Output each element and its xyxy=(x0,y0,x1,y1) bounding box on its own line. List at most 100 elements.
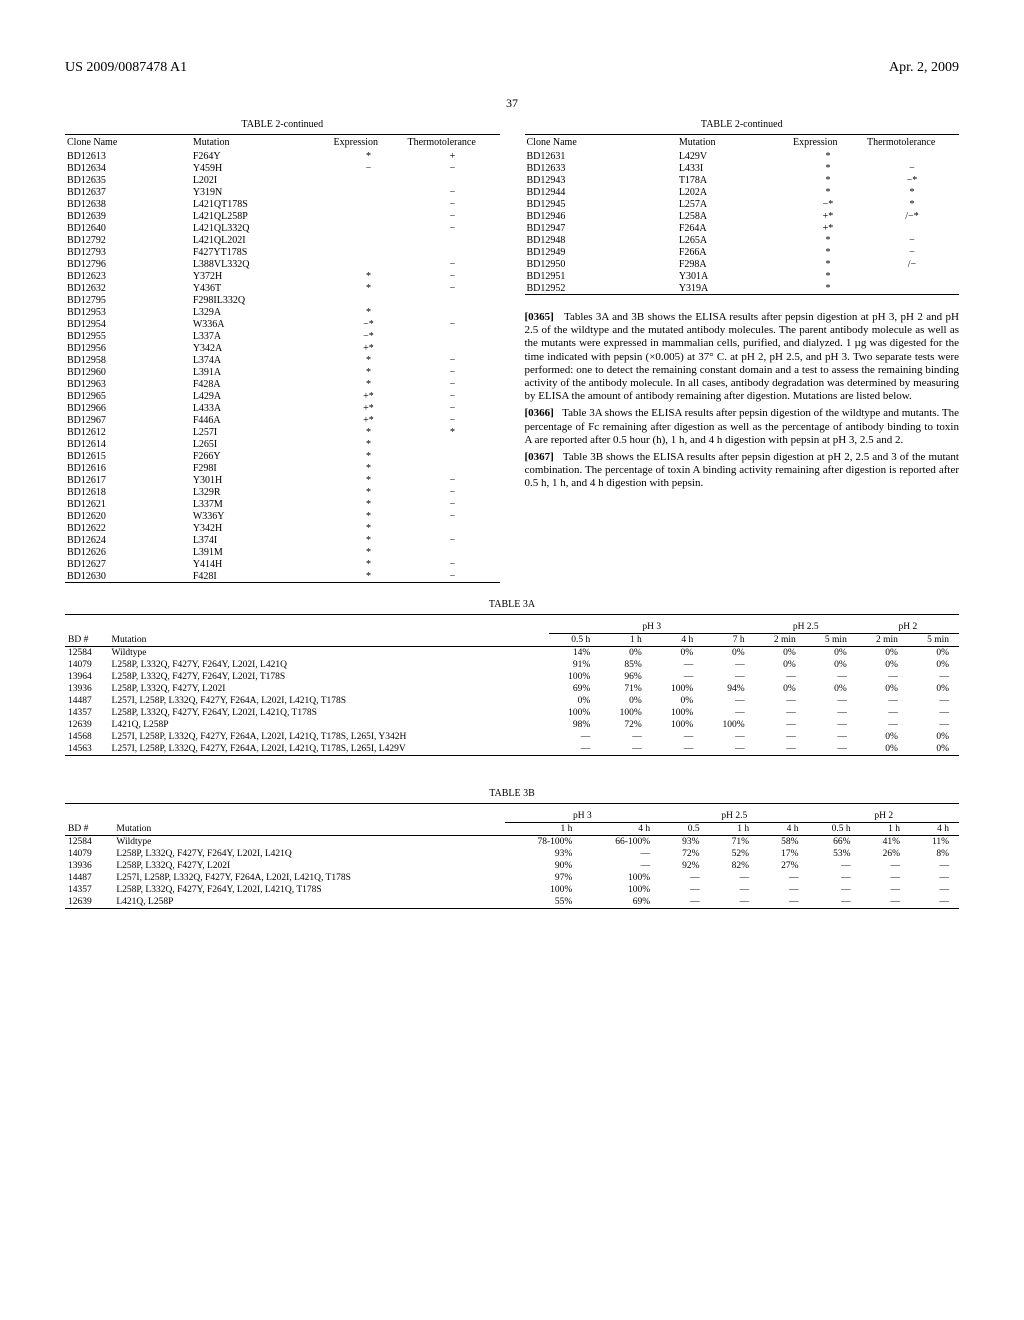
col-header: 4 h xyxy=(759,823,808,836)
th-mut: Mutation xyxy=(677,135,791,151)
table-row: BD12795F298IL332Q xyxy=(65,294,500,306)
table-row: BD12627Y414H*− xyxy=(65,558,500,570)
table-row: BD12635L202I xyxy=(65,174,500,186)
table-row: BD12949F266A*− xyxy=(525,246,960,258)
th-therm: Thermotolerance xyxy=(865,135,959,151)
table-row: 12639L421Q, L258P55%69%—————— xyxy=(65,896,959,909)
table-row: BD12623Y372H*− xyxy=(65,270,500,282)
table-row: BD12796L388VL332Q− xyxy=(65,258,500,270)
table-row: 12584Wildtype78-100%66-100%93%71%58%66%4… xyxy=(65,836,959,849)
th-exp: Expression xyxy=(332,135,406,151)
table2-title-left: TABLE 2-continued xyxy=(65,119,500,130)
col-header: 1 h xyxy=(710,823,759,836)
col-header: BD # xyxy=(65,634,109,647)
table-row: 14487L257I, L258P, L332Q, F427Y, F264A, … xyxy=(65,872,959,884)
table-row: 14568L257I, L258P, L332Q, F427Y, F264A, … xyxy=(65,731,959,743)
table-row: BD12965L429A+*− xyxy=(65,390,500,402)
table-row: 14563L257I, L258P, L332Q, F427Y, F264A, … xyxy=(65,743,959,756)
table-row: BD12640L421QL332Q− xyxy=(65,222,500,234)
table-row: 14487L257I, L258P, L332Q, F427Y, F264A, … xyxy=(65,695,959,707)
table-row: BD12948L265A*− xyxy=(525,234,960,246)
page-number: 37 xyxy=(65,96,959,111)
table-row: BD12947F264A+* xyxy=(525,222,960,234)
t3b-g1: pH 3 xyxy=(505,810,661,823)
paragraph: [0366] Table 3A shows the ELISA results … xyxy=(525,407,960,447)
col-header: 4 h xyxy=(910,823,959,836)
table-row: BD12951Y301A* xyxy=(525,270,960,282)
table2-left: Clone Name Mutation Expression Thermotol… xyxy=(65,134,500,583)
table3b-title: TABLE 3B xyxy=(65,788,959,799)
col-header: 1 h xyxy=(861,823,910,836)
table3b: pH 3 pH 2.5 pH 2 BD #Mutation1 h4 h0.51 … xyxy=(65,803,959,909)
col-header: 1 h xyxy=(600,634,651,647)
th-clone: Clone Name xyxy=(65,135,191,151)
col-header: 5 min xyxy=(908,634,959,647)
table-row: BD12954W336A−*− xyxy=(65,318,500,330)
col-header: 4 h xyxy=(582,823,660,836)
t3b-g3: pH 2 xyxy=(809,810,959,823)
table-row: BD12952Y319A* xyxy=(525,282,960,295)
table-row: BD12621L337M*− xyxy=(65,498,500,510)
table-row: BD12639L421QL258P− xyxy=(65,210,500,222)
paragraph: [0367] Table 3B shows the ELISA results … xyxy=(525,451,960,491)
table-row: BD12631L429V* xyxy=(525,150,960,162)
table-row: BD12944L202A** xyxy=(525,186,960,198)
table-row: BD12946L258A+*/−* xyxy=(525,210,960,222)
table-row: BD12626L391M* xyxy=(65,546,500,558)
table-row: 12584Wildtype14%0%0%0%0%0%0%0% xyxy=(65,647,959,660)
table-row: BD12633L433I*− xyxy=(525,162,960,174)
table-row: BD12620W336Y*− xyxy=(65,510,500,522)
table-row: BD12630F428I*− xyxy=(65,570,500,583)
table-row: BD12950F298A*/− xyxy=(525,258,960,270)
table3a-title: TABLE 3A xyxy=(65,599,959,610)
col-header: 5 min xyxy=(806,634,857,647)
t3a-g3: pH 2 xyxy=(857,621,959,634)
table-row: BD12616F298I* xyxy=(65,462,500,474)
t3a-g1: pH 3 xyxy=(549,621,755,634)
table-row: BD12638L421QT178S− xyxy=(65,198,500,210)
table-row: BD12953L329A* xyxy=(65,306,500,318)
col-header: Mutation xyxy=(113,823,504,836)
table-row: BD12637Y319N− xyxy=(65,186,500,198)
th-clone: Clone Name xyxy=(525,135,677,151)
pub-number: US 2009/0087478 A1 xyxy=(65,60,187,76)
table-row: 13936L258P, L332Q, F427Y, L202I69%71%100… xyxy=(65,683,959,695)
table-row: BD12956Y342A+* xyxy=(65,342,500,354)
table-row: BD12615F266Y* xyxy=(65,450,500,462)
table-row: 14357L258P, L332Q, F427Y, F264Y, L202I, … xyxy=(65,707,959,719)
col-header: 4 h xyxy=(652,634,703,647)
table-row: BD12955L337A−* xyxy=(65,330,500,342)
table-row: 14079L258P, L332Q, F427Y, F264Y, L202I, … xyxy=(65,659,959,671)
table-row: BD12958L374A*− xyxy=(65,354,500,366)
col-header: 0.5 h xyxy=(809,823,861,836)
table-row: BD12793F427YT178S xyxy=(65,246,500,258)
col-header: BD # xyxy=(65,823,113,836)
table-row: BD12613F264Y*+ xyxy=(65,150,500,162)
table-row: BD12612L257I** xyxy=(65,426,500,438)
col-header: Mutation xyxy=(109,634,549,647)
t3b-g2: pH 2.5 xyxy=(660,810,808,823)
table-row: BD12622Y342H* xyxy=(65,522,500,534)
col-header: 7 h xyxy=(703,634,754,647)
table-row: BD12634Y459H−− xyxy=(65,162,500,174)
table-row: BD12614L265I* xyxy=(65,438,500,450)
table2-title-right: TABLE 2-continued xyxy=(525,119,960,130)
table-row: BD12967F446A+*− xyxy=(65,414,500,426)
col-header: 0.5 xyxy=(660,823,709,836)
table-row: BD12945L257A−** xyxy=(525,198,960,210)
page-header: US 2009/0087478 A1 Apr. 2, 2009 xyxy=(65,60,959,76)
table-row: BD12960L391A*− xyxy=(65,366,500,378)
table-row: 14357L258P, L332Q, F427Y, F264Y, L202I, … xyxy=(65,884,959,896)
table-row: BD12792L421QL202I xyxy=(65,234,500,246)
paragraph: [0365] Tables 3A and 3B shows the ELISA … xyxy=(525,311,960,403)
table-row: BD12943T178A*−* xyxy=(525,174,960,186)
table2-right: Clone Name Mutation Expression Thermotol… xyxy=(525,134,960,295)
th-mut: Mutation xyxy=(191,135,332,151)
col-header: 2 min xyxy=(755,634,806,647)
pub-date: Apr. 2, 2009 xyxy=(889,60,959,76)
th-exp: Expression xyxy=(791,135,865,151)
table-row: 14079L258P, L332Q, F427Y, F264Y, L202I, … xyxy=(65,848,959,860)
table-row: BD12617Y301H*− xyxy=(65,474,500,486)
table-row: BD12624L374I*− xyxy=(65,534,500,546)
th-therm: Thermotolerance xyxy=(406,135,500,151)
